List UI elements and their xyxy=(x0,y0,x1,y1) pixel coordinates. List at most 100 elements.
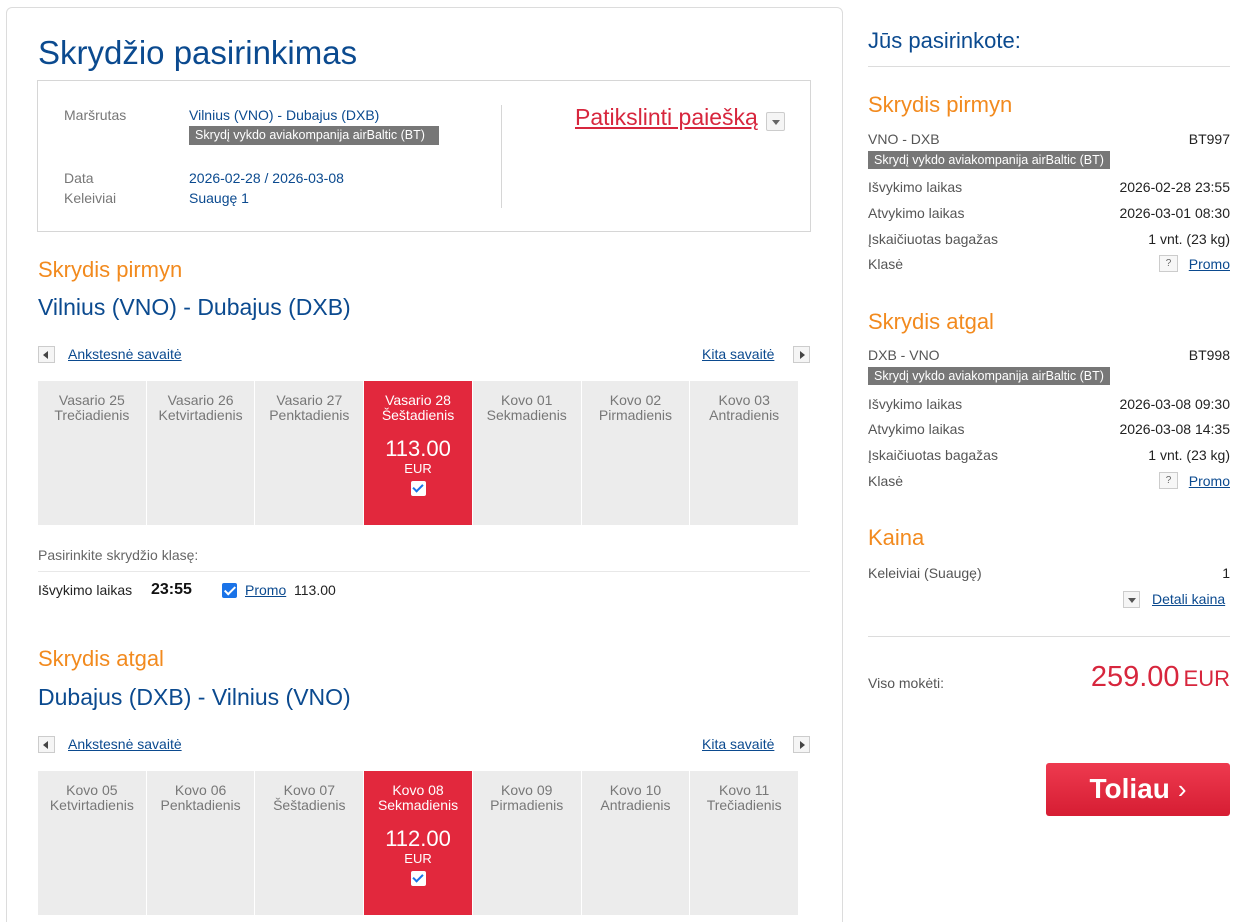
divider xyxy=(38,571,810,572)
page-title: Skrydžio pasirinkimas xyxy=(38,34,358,71)
day-price: 112.00 xyxy=(385,826,451,851)
arrival-row: Atvykimo laikas 2026-03-01 08:30 xyxy=(868,205,1230,223)
flight-number: BT998 xyxy=(1188,347,1230,363)
day-date: Kovo 08 xyxy=(392,782,444,798)
chevron-right-icon[interactable] xyxy=(793,346,810,363)
day-weekday: Penktadienis xyxy=(269,407,350,423)
day-date: Vasario 27 xyxy=(276,392,343,408)
day-date: Kovo 11 xyxy=(719,782,770,798)
fare-name-link[interactable]: Promo xyxy=(245,582,287,598)
class-row: Klasė ? Promo xyxy=(868,255,1230,274)
chevron-right-icon: › xyxy=(1177,774,1187,804)
outbound-prev-week-link[interactable]: Ankstesnė savaitė xyxy=(68,346,182,362)
outbound-days: Vasario 25 Trečiadienis Vasario 26 Ketvi… xyxy=(38,381,799,525)
help-icon[interactable]: ? xyxy=(1159,472,1178,489)
baggage-row: Įskaičiuotas bagažas 1 vnt. (23 kg) xyxy=(868,447,1230,465)
passengers-label: Keleiviai (Suaugę) xyxy=(868,565,982,581)
sidebar-outbound-heading: Skrydis pirmyn xyxy=(868,92,1013,117)
sidebar-title: Jūs pasirinkote: xyxy=(868,28,1021,53)
outbound-next-week-link[interactable]: Kita savaitė xyxy=(702,346,775,362)
day-cell[interactable]: Kovo 06 Penktadienis xyxy=(146,771,255,915)
total-label: Viso mokėti: xyxy=(868,675,944,691)
inbound-next-week-link[interactable]: Kita savaitė xyxy=(702,736,775,752)
next-button-label: Toliau xyxy=(1089,773,1170,804)
selection-sidebar: Jūs pasirinkote: Skrydis pirmyn VNO - DX… xyxy=(868,0,1230,922)
class-label: Klasė xyxy=(868,256,904,272)
sidebar-outbound-route-row: VNO - DXB BT997 xyxy=(868,131,1230,149)
help-icon[interactable]: ? xyxy=(1159,255,1178,272)
class-value-link[interactable]: Promo xyxy=(1188,473,1230,489)
date-value: 2026-02-28 / 2026-03-08 xyxy=(189,170,344,186)
class-prompt: Pasirinkite skrydžio klasę: xyxy=(38,547,199,563)
next-button[interactable]: Toliau › xyxy=(1046,763,1230,816)
day-price: 113.00 xyxy=(385,436,451,461)
day-cell[interactable]: Kovo 09 Pirmadienis xyxy=(472,771,581,915)
day-cell[interactable]: Vasario 27 Penktadienis xyxy=(255,381,364,525)
day-date: Vasario 26 xyxy=(167,392,234,408)
total-amount: 259.00 xyxy=(1090,661,1180,693)
day-weekday: Šeštadienis xyxy=(273,797,346,813)
baggage-row: Įskaičiuotas bagažas 1 vnt. (23 kg) xyxy=(868,231,1230,249)
divider xyxy=(868,66,1230,67)
search-summary: Maršrutas Vilnius (VNO) - Dubajus (DXB) … xyxy=(37,80,811,232)
route-code: VNO - DXB xyxy=(868,131,940,147)
day-cell[interactable]: Vasario 25 Trečiadienis xyxy=(38,381,146,525)
day-cell-selected[interactable]: Vasario 28 Šeštadienis 113.00 EUR xyxy=(364,381,472,525)
day-date: Kovo 06 xyxy=(174,782,227,798)
day-date: Kovo 02 xyxy=(609,392,662,408)
day-currency: EUR xyxy=(404,461,432,476)
chevron-left-icon[interactable] xyxy=(38,736,55,753)
baggage-label: Įskaičiuotas bagažas xyxy=(868,447,998,463)
summary-divider xyxy=(501,105,502,208)
day-cell[interactable]: Kovo 05 Ketvirtadienis xyxy=(38,771,146,915)
arrival-value: 2026-03-01 08:30 xyxy=(1119,205,1230,221)
day-date: Kovo 10 xyxy=(609,782,662,798)
departure-value: 2026-03-08 09:30 xyxy=(1119,396,1230,412)
class-value-link[interactable]: Promo xyxy=(1188,256,1230,272)
chevron-right-icon[interactable] xyxy=(793,736,810,753)
chevron-down-icon[interactable] xyxy=(1123,591,1140,608)
day-weekday: Pirmadienis xyxy=(598,407,673,423)
day-weekday: Sekmadienis xyxy=(377,797,459,813)
operator-badge: Skrydį vykdo aviakompanija airBaltic (BT… xyxy=(868,367,1110,385)
day-cell[interactable]: Kovo 11 Trečiadienis xyxy=(690,771,799,915)
day-cell[interactable]: Kovo 01 Sekmadienis xyxy=(472,381,581,525)
sidebar-inbound-heading: Skrydis atgal xyxy=(868,309,994,334)
day-weekday: Šeštadienis xyxy=(381,407,455,423)
refine-search-link[interactable]: Patikslinti paiešką xyxy=(575,104,758,130)
chevron-down-icon[interactable] xyxy=(766,112,785,131)
divider xyxy=(868,636,1230,637)
departure-label: Išvykimo laikas xyxy=(868,396,963,412)
passengers-row: Keleiviai (Suaugę) 1 xyxy=(868,565,1230,583)
day-date: Kovo 01 xyxy=(501,392,553,408)
route-code: DXB - VNO xyxy=(868,347,940,363)
checkbox-checked-icon[interactable] xyxy=(410,871,426,886)
day-weekday: Ketvirtadienis xyxy=(158,407,243,423)
day-weekday: Penktadienis xyxy=(160,797,241,813)
class-label: Klasė xyxy=(868,473,904,489)
passengers-value: 1 xyxy=(1222,565,1230,581)
sidebar-inbound-route-row: DXB - VNO BT998 xyxy=(868,347,1230,365)
day-cell[interactable]: Kovo 03 Antradienis xyxy=(690,381,799,525)
checkbox-checked-icon[interactable] xyxy=(410,481,426,496)
passengers-value: Suaugę 1 xyxy=(189,190,249,206)
fare-checkbox[interactable] xyxy=(222,583,237,598)
day-weekday: Trečiadienis xyxy=(706,797,782,813)
departure-row: Išvykimo laikas 2026-02-28 23:55 xyxy=(868,179,1230,197)
outbound-route: Vilnius (VNO) - Dubajus (DXB) xyxy=(38,294,351,320)
day-cell[interactable]: Kovo 10 Antradienis xyxy=(581,771,690,915)
day-date: Kovo 07 xyxy=(283,782,335,798)
arrival-value: 2026-03-08 14:35 xyxy=(1119,421,1230,437)
day-cell-selected[interactable]: Kovo 08 Sekmadienis 112.00 EUR xyxy=(364,771,472,915)
day-date: Kovo 09 xyxy=(501,782,553,798)
chevron-left-icon[interactable] xyxy=(38,346,55,363)
day-cell[interactable]: Vasario 26 Ketvirtadienis xyxy=(146,381,255,525)
baggage-value: 1 vnt. (23 kg) xyxy=(1148,447,1230,463)
day-cell[interactable]: Kovo 07 Šeštadienis xyxy=(255,771,364,915)
day-cell[interactable]: Kovo 02 Pirmadienis xyxy=(581,381,690,525)
price-details-link[interactable]: Detali kaina xyxy=(1152,591,1226,607)
inbound-prev-week-link[interactable]: Ankstesnė savaitė xyxy=(68,736,182,752)
total-price: 259.00 EUR xyxy=(1091,661,1230,694)
arrival-label: Atvykimo laikas xyxy=(868,421,965,437)
baggage-label: Įskaičiuotas bagažas xyxy=(868,231,998,247)
